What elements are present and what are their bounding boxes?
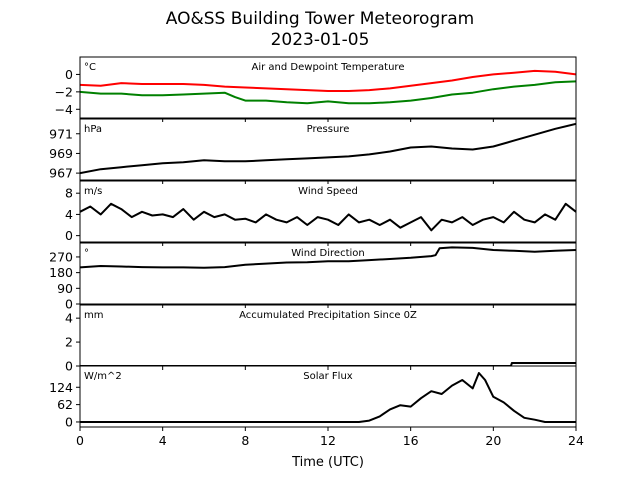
unit-label: ° xyxy=(84,248,89,259)
figure-title: AO&SS Building Tower Meteorogram xyxy=(166,9,474,29)
x-axis-label: Time (UTC) xyxy=(291,455,364,470)
y-tick-label: −2 xyxy=(55,84,73,99)
panel-title: Pressure xyxy=(307,124,350,135)
series-line-1-2 xyxy=(80,80,576,105)
y-tick-label: 971 xyxy=(49,126,73,141)
y-tick-label: −4 xyxy=(55,102,73,117)
x-tick-label: 4 xyxy=(159,433,167,448)
unit-label: m/s xyxy=(84,186,102,197)
panel-title: Wind Speed xyxy=(298,186,358,197)
panel-title: Air and Dewpoint Temperature xyxy=(252,62,405,73)
y-tick-label: 0 xyxy=(65,67,73,82)
y-tick-label: 0 xyxy=(65,359,73,374)
y-tick-label: 90 xyxy=(57,281,73,296)
y-tick-label: 62 xyxy=(57,397,73,412)
panel-1: 0 −2 −4 °C Air and Dewpoint Temperature xyxy=(55,56,577,122)
x-tick-label: 0 xyxy=(76,433,84,448)
y-tick-label: 969 xyxy=(49,146,73,161)
series-line-5-1 xyxy=(80,362,576,366)
x-tick-label: 12 xyxy=(320,433,336,448)
x-tick-label: 20 xyxy=(485,433,501,448)
y-tick-label: 0 xyxy=(65,414,73,429)
x-tick-label: 8 xyxy=(241,433,249,448)
series-line-6-1 xyxy=(80,372,576,423)
panel-3: 0 4 8 m/s Wind Speed xyxy=(65,180,577,246)
x-tick-label: 16 xyxy=(403,433,419,448)
y-tick-label: 0 xyxy=(65,297,73,312)
y-tick-label: 8 xyxy=(65,186,73,201)
panel-title: Accumulated Precipitation Since 0Z xyxy=(239,310,417,321)
panel-2: 967 969 971 hPa Pressure xyxy=(49,118,577,184)
series-line-4-1 xyxy=(80,246,576,269)
unit-label: mm xyxy=(84,310,103,321)
x-tick-label: 24 xyxy=(568,433,584,448)
panel-6: 0 62 124 W/m^2 Solar Flux xyxy=(49,365,577,431)
y-tick-label: 124 xyxy=(49,380,73,395)
y-tick-label: 967 xyxy=(49,166,73,181)
y-tick-label: 180 xyxy=(49,265,73,280)
y-tick-label: 4 xyxy=(65,207,73,222)
unit-label: hPa xyxy=(84,124,102,135)
y-tick-label: 270 xyxy=(49,249,73,264)
series-line-1-1 xyxy=(80,69,576,92)
unit-label: W/m^2 xyxy=(84,371,122,382)
series-line-2-1 xyxy=(80,122,576,175)
x-axis: 0 4 8 12 16 20 24 xyxy=(76,433,584,448)
panels-group: 0−2−4°C Air and Dewpoint Temperature96796… xyxy=(49,56,577,431)
figure-subtitle: 2023-01-05 xyxy=(271,30,370,50)
y-tick-label: 4 xyxy=(65,311,73,326)
panel-title: Wind Direction xyxy=(291,248,365,259)
panel-title: Solar Flux xyxy=(303,371,353,382)
panel-5: 0 2 4 mm Accumulated Precipitation Since 0Z xyxy=(65,304,577,374)
y-tick-label: 2 xyxy=(65,335,73,350)
series-line-3-1 xyxy=(80,202,576,232)
y-tick-label: 0 xyxy=(65,228,73,243)
unit-label: °C xyxy=(84,62,96,73)
